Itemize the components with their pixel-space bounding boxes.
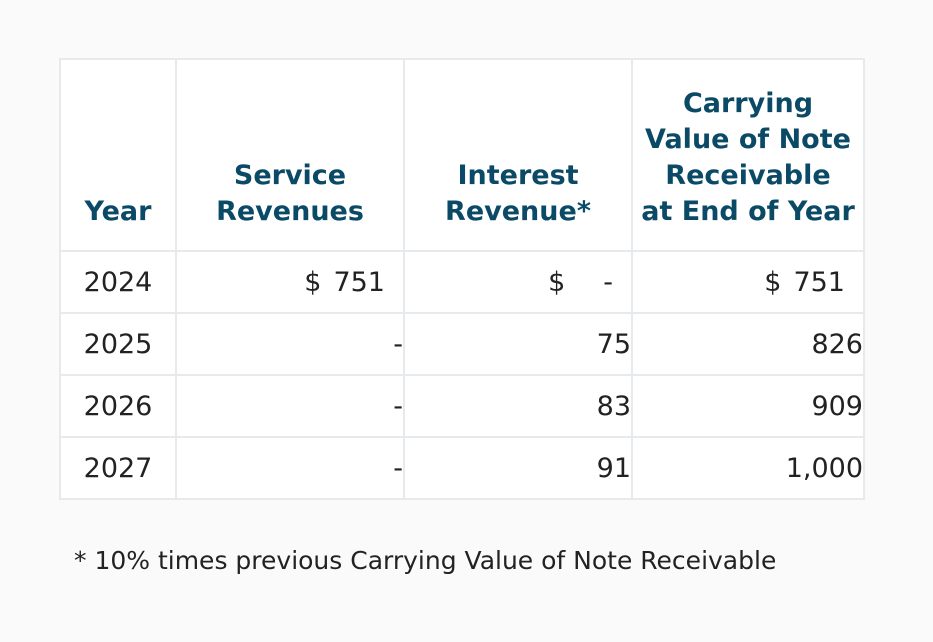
cell-interest-revenue: $ - bbox=[403, 250, 633, 314]
header-service-line1: Service bbox=[233, 160, 347, 191]
table-row: 2027 - 91 1,000 bbox=[59, 436, 865, 500]
table-row: 2026 - 83 909 bbox=[59, 374, 865, 438]
cell-carrying-value: 909 bbox=[631, 374, 865, 438]
note-receivable-table: Year Service Revenues Interest Revenue* … bbox=[59, 58, 865, 500]
currency-symbol: $ bbox=[764, 266, 782, 298]
currency-symbol: $ bbox=[548, 266, 566, 298]
table-header-row: Year Service Revenues Interest Revenue* … bbox=[59, 58, 865, 252]
header-service-line2: Revenues bbox=[216, 196, 364, 227]
cell-carrying-value: 826 bbox=[631, 312, 865, 376]
cell-carrying-value: 1,000 bbox=[631, 436, 865, 500]
header-cv-line2: Value of Note bbox=[645, 124, 851, 155]
header-year-label: Year bbox=[84, 196, 152, 227]
cell-interest-revenue: 91 bbox=[403, 436, 633, 500]
header-year: Year bbox=[59, 58, 177, 252]
header-cv-line4: at End of Year bbox=[641, 196, 855, 227]
header-interest-revenue: Interest Revenue* bbox=[403, 58, 633, 252]
table-row: 2024 $ 751 $ - $ 751 bbox=[59, 250, 865, 314]
cell-service-revenues: - bbox=[175, 436, 405, 500]
header-cv-line3: Receivable bbox=[665, 160, 831, 191]
cell-interest-revenue: 83 bbox=[403, 374, 633, 438]
header-service-revenues: Service Revenues bbox=[175, 58, 405, 252]
header-cv-line1: Carrying bbox=[682, 88, 814, 119]
cell-interest-revenue: 75 bbox=[403, 312, 633, 376]
header-interest-line2: Revenue* bbox=[445, 196, 591, 227]
header-interest-line1: Interest bbox=[457, 160, 579, 191]
cell-year: 2027 bbox=[59, 436, 177, 500]
cell-value: 751 bbox=[333, 266, 385, 298]
cell-year: 2025 bbox=[59, 312, 177, 376]
header-carrying-value: Carrying Value of Note Receivable at End… bbox=[631, 58, 865, 252]
table-row: 2025 - 75 826 bbox=[59, 312, 865, 376]
table-footnote: * 10% times previous Carrying Value of N… bbox=[74, 546, 777, 575]
cell-value: 751 bbox=[793, 266, 845, 298]
cell-service-revenues: - bbox=[175, 312, 405, 376]
cell-carrying-value: $ 751 bbox=[631, 250, 865, 314]
cell-year: 2024 bbox=[59, 250, 177, 314]
cell-service-revenues: $ 751 bbox=[175, 250, 405, 314]
cell-service-revenues: - bbox=[175, 374, 405, 438]
currency-symbol: $ bbox=[304, 266, 322, 298]
cell-value: - bbox=[603, 266, 613, 298]
cell-year: 2026 bbox=[59, 374, 177, 438]
